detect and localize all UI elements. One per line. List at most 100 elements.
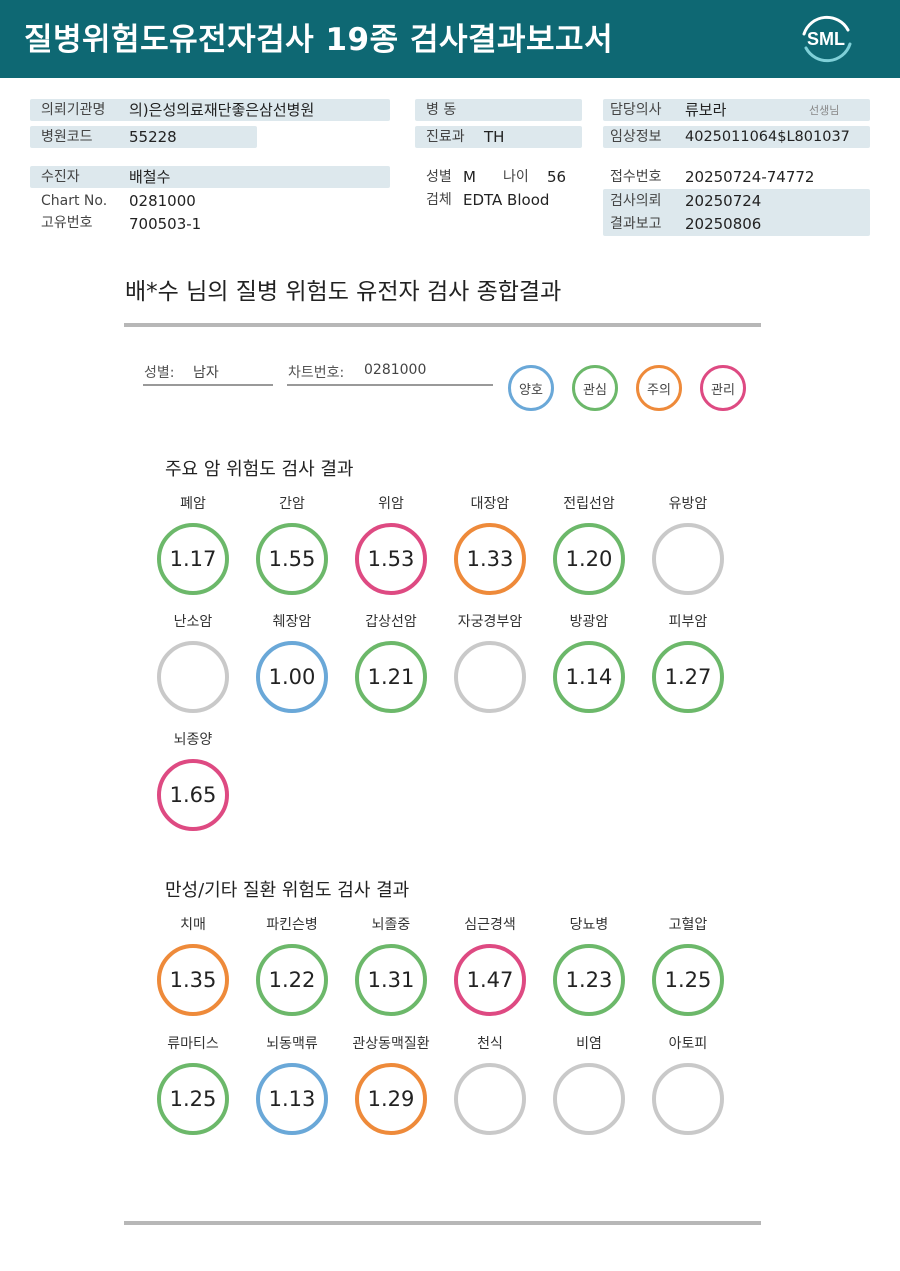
risk-score-value: 1.25 — [169, 1087, 217, 1111]
summary-sex-label: 성별: — [144, 365, 175, 381]
risk-item: 당뇨병 1.23 — [539, 915, 639, 1016]
legend-label: 관리 — [711, 382, 735, 398]
risk-item: 비염 — [539, 1034, 639, 1135]
specimen-value: EDTA Blood — [463, 191, 550, 209]
chart-value: 0281000 — [129, 192, 196, 210]
risk-item: 간암 1.55 — [242, 494, 342, 595]
ward-bar — [415, 99, 582, 121]
risk-score-value: 1.22 — [268, 968, 316, 992]
receipt-label: 접수번호 — [610, 169, 662, 185]
doctor-label: 담당의사 — [610, 102, 662, 118]
risk-score-circle — [454, 1063, 526, 1135]
legend-item: 관심 — [572, 365, 618, 411]
risk-item: 자궁경부암 — [440, 612, 540, 713]
risk-item-name: 류마티스 — [167, 1036, 219, 1052]
risk-score-value: 1.20 — [565, 547, 613, 571]
risk-item-name: 아토피 — [668, 1036, 708, 1052]
risk-score-value: 1.21 — [367, 665, 415, 689]
risk-score-circle — [454, 641, 526, 713]
org-label: 의뢰기관명 — [41, 102, 106, 118]
summary-title: 배*수 님의 질병 위험도 유전자 검사 종합결과 — [125, 279, 562, 305]
clinical-value: 4025011064$L801037 — [685, 129, 850, 145]
risk-score-circle: 1.29 — [355, 1063, 427, 1135]
risk-score-circle: 1.21 — [355, 641, 427, 713]
logo-text: SML — [807, 29, 845, 49]
org-value: 의)은성의료재단좋은삼선병원 — [129, 101, 315, 119]
risk-score-circle: 1.22 — [256, 944, 328, 1016]
risk-item-name: 자궁경부암 — [457, 614, 523, 630]
risk-item: 심근경색 1.47 — [440, 915, 540, 1016]
risk-item-name: 전립선암 — [563, 496, 615, 512]
specimen-label: 검체 — [426, 192, 452, 208]
doctor-suffix: 선생님 — [809, 104, 840, 117]
risk-item-name: 위암 — [378, 496, 404, 512]
bottom-divider — [124, 1221, 761, 1225]
risk-item-name: 유방암 — [668, 496, 708, 512]
request-value: 20250724 — [685, 192, 762, 210]
risk-item-name: 간암 — [279, 496, 305, 512]
patient-bar — [30, 166, 390, 188]
risk-score-circle — [553, 1063, 625, 1135]
risk-item: 난소암 — [143, 612, 243, 713]
risk-score-circle: 1.00 — [256, 641, 328, 713]
sex-label: 성별 — [426, 169, 452, 185]
patient-label: 수진자 — [41, 169, 80, 185]
risk-item-name: 대장암 — [470, 496, 510, 512]
report-header: 질병위험도유전자검사 19종 검사결과보고서 SML — [0, 0, 900, 78]
risk-score-circle: 1.13 — [256, 1063, 328, 1135]
risk-score-value: 1.29 — [367, 1087, 415, 1111]
chart-label: Chart No. — [41, 193, 108, 209]
risk-score-circle: 1.23 — [553, 944, 625, 1016]
legend-item: 양호 — [508, 365, 554, 411]
risk-score-circle — [157, 641, 229, 713]
clinical-bar — [603, 126, 870, 148]
sml-logo-icon: SML — [802, 15, 852, 63]
org-bar — [30, 99, 390, 121]
risk-item-name: 폐암 — [180, 496, 206, 512]
risk-item: 피부암 1.27 — [638, 612, 738, 713]
risk-item: 류마티스 1.25 — [143, 1034, 243, 1135]
risk-item: 뇌동맥류 1.13 — [242, 1034, 342, 1135]
doctor-bar — [603, 99, 870, 121]
risk-score-value: 1.33 — [466, 547, 514, 571]
chart-underline — [287, 384, 493, 386]
receipt-value: 20250724-74772 — [685, 168, 815, 186]
risk-item-name: 파킨슨병 — [266, 917, 318, 933]
risk-item-name: 비염 — [576, 1036, 602, 1052]
risk-item-name: 관상동맥질환 — [352, 1036, 430, 1052]
risk-item: 고혈압 1.25 — [638, 915, 738, 1016]
risk-score-value: 1.55 — [268, 547, 316, 571]
risk-item-name: 방광암 — [569, 614, 609, 630]
risk-item: 대장암 1.33 — [440, 494, 540, 595]
risk-score-circle: 1.65 — [157, 759, 229, 831]
risk-score-value: 1.23 — [565, 968, 613, 992]
risk-score-circle: 1.33 — [454, 523, 526, 595]
risk-item: 위암 1.53 — [341, 494, 441, 595]
risk-item: 뇌종양 1.65 — [143, 730, 243, 831]
risk-score-circle: 1.25 — [652, 944, 724, 1016]
legend-label: 양호 — [519, 382, 543, 398]
risk-score-circle: 1.47 — [454, 944, 526, 1016]
risk-item-name: 치매 — [180, 917, 206, 933]
id-label: 고유번호 — [41, 215, 93, 231]
risk-item-name: 췌장암 — [272, 614, 312, 630]
risk-score-value: 1.53 — [367, 547, 415, 571]
risk-item-name: 뇌졸중 — [371, 917, 411, 933]
sex-value: M — [463, 168, 476, 186]
age-label: 나이 — [503, 169, 529, 185]
risk-item: 췌장암 1.00 — [242, 612, 342, 713]
summary-sex-value: 남자 — [193, 365, 219, 381]
risk-item: 아토피 — [638, 1034, 738, 1135]
risk-item: 유방암 — [638, 494, 738, 595]
report-value: 20250806 — [685, 215, 762, 233]
risk-score-circle — [652, 1063, 724, 1135]
risk-item-name: 천식 — [477, 1036, 503, 1052]
request-label: 검사의뢰 — [610, 193, 662, 209]
dept-label: 진료과 — [426, 129, 465, 145]
id-value: 700503-1 — [129, 215, 202, 233]
chronic-section-title: 만성/기타 질환 위험도 검사 결과 — [165, 880, 410, 901]
hospcode-label: 병원코드 — [41, 129, 93, 145]
legend-label: 관심 — [583, 382, 607, 398]
risk-item: 천식 — [440, 1034, 540, 1135]
risk-item: 뇌졸중 1.31 — [341, 915, 441, 1016]
